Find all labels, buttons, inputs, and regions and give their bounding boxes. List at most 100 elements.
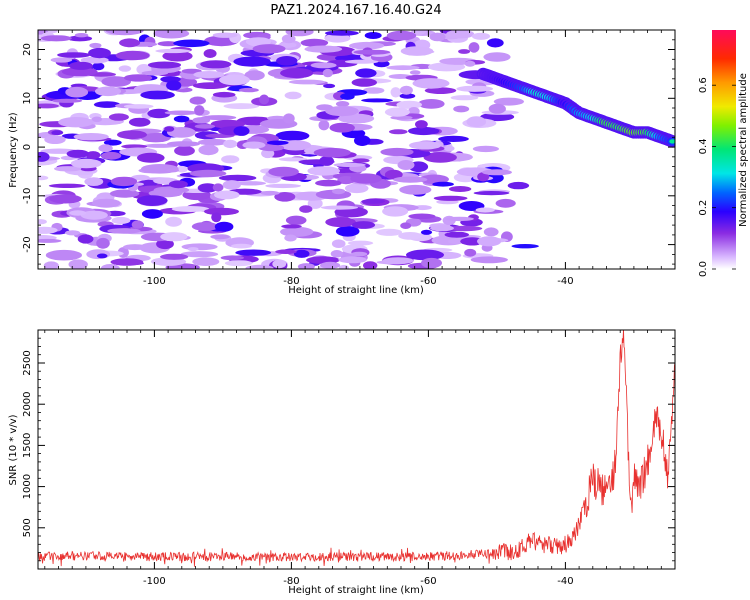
spectrogram-cell xyxy=(80,210,108,220)
colorbar-tick-label: 0.0 xyxy=(698,261,709,277)
signal-track xyxy=(476,67,675,148)
spectrogram-cell xyxy=(58,117,94,128)
spectrogram-cell xyxy=(181,243,218,251)
spectrogram-cell xyxy=(477,236,502,247)
spectrogram-cell xyxy=(50,57,73,63)
spectrogram-cell xyxy=(456,85,494,92)
y-tick-label: 0 xyxy=(22,144,33,150)
spectrogram-cell xyxy=(450,95,479,101)
spectrogram-cell xyxy=(204,207,239,216)
spectrogram-cell xyxy=(49,194,82,204)
spectrogram-cell xyxy=(38,226,58,234)
spectrogram-cell xyxy=(396,100,423,109)
spectrogram-cells xyxy=(38,30,539,269)
spectrogram-cell xyxy=(43,261,59,269)
spectrogram-cell xyxy=(468,42,480,53)
spectrogram-cell xyxy=(330,250,343,258)
spectrogram-cell xyxy=(307,166,341,176)
spectrogram-cell xyxy=(424,87,457,94)
snr-panel: -100 -80 -60 -40 500 1000 1500 2000 2500 Height… xyxy=(8,329,676,596)
spectrogram-cell xyxy=(166,80,182,91)
spectrogram-cell xyxy=(413,205,432,211)
spectrogram-cell xyxy=(52,98,83,103)
spectrogram-cell xyxy=(406,249,444,261)
spectrogram-cell xyxy=(84,177,104,187)
spectrogram-cell xyxy=(313,147,351,158)
spectrogram-cell xyxy=(421,257,442,269)
spectrogram-cell xyxy=(101,76,131,87)
spectrogram-cell xyxy=(189,169,227,178)
spectrogram-cell xyxy=(470,256,508,264)
spectrogram-cell xyxy=(297,263,315,269)
spectrogram-cell xyxy=(141,70,169,76)
spectrogram-cell xyxy=(335,101,350,107)
x-tick-label: -100 xyxy=(143,276,166,287)
spectrogram-cell xyxy=(382,257,414,265)
spectrogram-y-label: Frequency (Hz) xyxy=(8,112,19,188)
spectrogram-cell xyxy=(480,112,515,122)
spectrogram-cell xyxy=(316,104,333,111)
spectrogram-cell xyxy=(325,217,356,228)
spectrogram-cell xyxy=(147,108,171,119)
spectrogram-cell xyxy=(105,30,144,36)
spectrogram-cell xyxy=(252,44,286,54)
spectrogram-cell xyxy=(477,172,490,182)
spectrogram-cell xyxy=(399,93,416,99)
spectrogram-cell xyxy=(73,133,109,141)
spectrogram-cell xyxy=(408,141,442,150)
spectrogram-cell xyxy=(300,38,329,47)
spectrogram-cell xyxy=(397,160,415,170)
spectrogram-cell xyxy=(408,107,420,116)
spectrogram-cell xyxy=(329,122,355,133)
spectrogram-cell xyxy=(415,120,428,129)
spectrogram-cell xyxy=(438,135,469,142)
spectrogram-cell xyxy=(123,74,153,82)
spectrogram-cell xyxy=(400,46,434,56)
spectrogram-cell xyxy=(160,253,189,260)
spectrogram-cell xyxy=(103,139,122,146)
signal-core xyxy=(669,139,675,144)
spectrogram-cell xyxy=(320,261,341,269)
spectrogram-cell xyxy=(265,183,301,189)
spectrogram-cell xyxy=(189,96,206,105)
spectrogram-cell xyxy=(160,232,188,242)
spectrogram-cell xyxy=(69,210,87,216)
spectrogram-cell xyxy=(475,207,495,213)
spectrogram-cell xyxy=(141,209,163,219)
spectrogram-cell xyxy=(222,180,241,190)
spectrogram-cell xyxy=(389,129,408,135)
spectrogram-cell xyxy=(100,264,120,269)
spectrogram-cell xyxy=(96,253,108,259)
spectrogram-cell xyxy=(350,173,382,184)
y-tick-label: 500 xyxy=(22,518,33,537)
spectrogram-cell xyxy=(140,90,175,100)
spectrogram-cell xyxy=(224,260,253,267)
spectrogram-cell xyxy=(433,195,468,201)
spectrogram-cell xyxy=(353,49,391,55)
spectrogram-cell xyxy=(473,191,510,196)
spectrogram-cell xyxy=(212,183,224,192)
spectrogram-cell xyxy=(324,30,359,36)
spectrogram-cell xyxy=(275,249,297,254)
spectrogram-cell xyxy=(108,113,129,121)
x-tick-label: -40 xyxy=(557,576,573,587)
spectrogram-cell xyxy=(218,174,257,182)
spectrogram-cell xyxy=(192,117,211,124)
spectrogram-cell xyxy=(119,38,141,48)
spectrogram-cell xyxy=(447,238,463,244)
spectrogram-cell xyxy=(390,87,401,98)
spectrogram-cell xyxy=(444,145,455,152)
spectrogram-cell xyxy=(382,206,409,217)
spectrogram-cell xyxy=(51,130,64,136)
spectrogram-cell xyxy=(281,34,296,44)
spectrogram-cell xyxy=(68,259,88,269)
spectrogram-cell xyxy=(483,52,511,62)
spectrogram-cell xyxy=(210,234,230,240)
spectrogram-cell xyxy=(173,39,210,48)
y-tick-label: 1500 xyxy=(22,433,33,458)
spectrogram-cell xyxy=(324,33,351,43)
spectrogram-cell xyxy=(166,168,180,173)
spectrogram-cell xyxy=(107,228,141,234)
spectrogram-cell xyxy=(234,181,267,186)
